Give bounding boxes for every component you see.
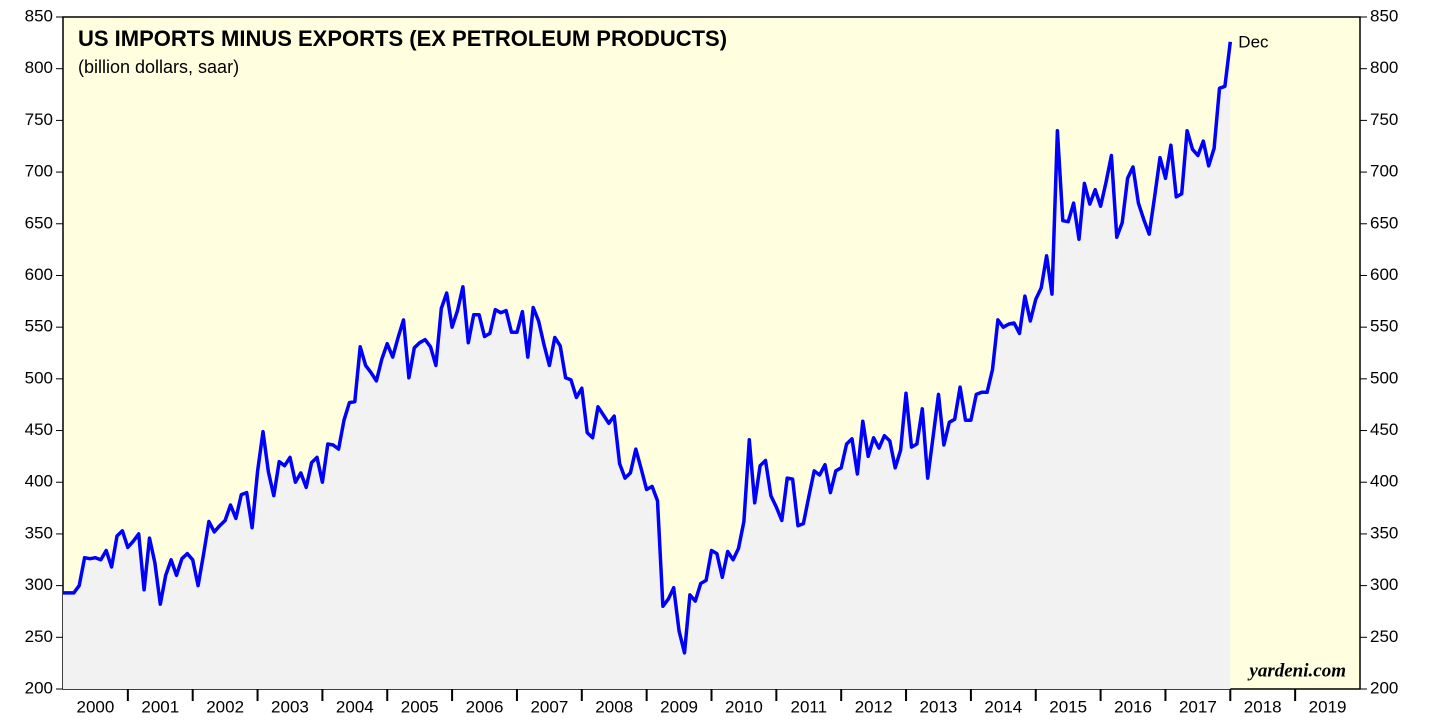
x-tick-label: 2012: [855, 697, 893, 716]
y-tick-label: 550: [25, 317, 53, 336]
y2-tick-label: 250: [1370, 627, 1398, 646]
y-tick-label: 400: [25, 472, 53, 491]
chart-title: US IMPORTS MINUS EXPORTS (EX PETROLEUM P…: [78, 26, 727, 51]
source-label: yardeni.com: [1247, 660, 1346, 681]
marks: [63, 41, 1233, 690]
x-tick-label: 2015: [1049, 697, 1087, 716]
chart-subtitle: (billion dollars, saar): [78, 57, 239, 77]
x-tick-label: 2005: [401, 697, 439, 716]
y2-tick-label: 800: [1370, 58, 1398, 77]
y2-tick-label: 650: [1370, 213, 1398, 232]
x-tick-label: 2014: [984, 697, 1022, 716]
x-tick-label: 2007: [530, 697, 568, 716]
y2-tick-label: 750: [1370, 110, 1398, 129]
x-tick-label: 2016: [1114, 697, 1152, 716]
series-line: [63, 41, 1233, 655]
y2-tick-label: 700: [1370, 162, 1398, 181]
y-tick-label: 600: [25, 265, 53, 284]
y-tick-label: 750: [25, 110, 53, 129]
y2-tick-label: 500: [1370, 368, 1398, 387]
x-tick-label: 2001: [141, 697, 179, 716]
x-tick-label: 2002: [206, 697, 244, 716]
y2-tick-label: 850: [1370, 6, 1398, 25]
y-tick-label: 700: [25, 162, 53, 181]
area-fill: [63, 41, 1231, 690]
y2-tick-label: 450: [1370, 420, 1398, 439]
y2-tick-label: 300: [1370, 575, 1398, 594]
y-tick-label: 650: [25, 213, 53, 232]
y-tick-label: 350: [25, 523, 53, 542]
y2-tick-label: 200: [1370, 678, 1398, 697]
y-tick-label: 200: [25, 678, 53, 697]
x-tick-label: 2017: [1179, 697, 1217, 716]
x-tick-label: 2010: [725, 697, 763, 716]
x-tick-label: 2000: [77, 697, 115, 716]
y-tick-label: 800: [25, 58, 53, 77]
y-tick-label: 850: [25, 6, 53, 25]
y-tick-label: 450: [25, 420, 53, 439]
x-tick-label: 2009: [660, 697, 698, 716]
y2-tick-label: 600: [1370, 265, 1398, 284]
x-tick-label: 2003: [271, 697, 309, 716]
end-label: Dec: [1238, 32, 1269, 51]
x-tick-label: 2006: [466, 697, 504, 716]
x-tick-label: 2019: [1309, 697, 1347, 716]
x-tick-label: 2013: [920, 697, 958, 716]
y-tick-label: 500: [25, 368, 53, 387]
y-tick-label: 300: [25, 575, 53, 594]
y-tick-label: 250: [25, 627, 53, 646]
y2-tick-label: 400: [1370, 472, 1398, 491]
y2-tick-label: 550: [1370, 317, 1398, 336]
x-tick-label: 2004: [336, 697, 374, 716]
x-tick-label: 2008: [595, 697, 633, 716]
x-tick-label: 2011: [790, 697, 827, 716]
x-tick-label: 2018: [1244, 697, 1282, 716]
y2-tick-label: 350: [1370, 523, 1398, 542]
